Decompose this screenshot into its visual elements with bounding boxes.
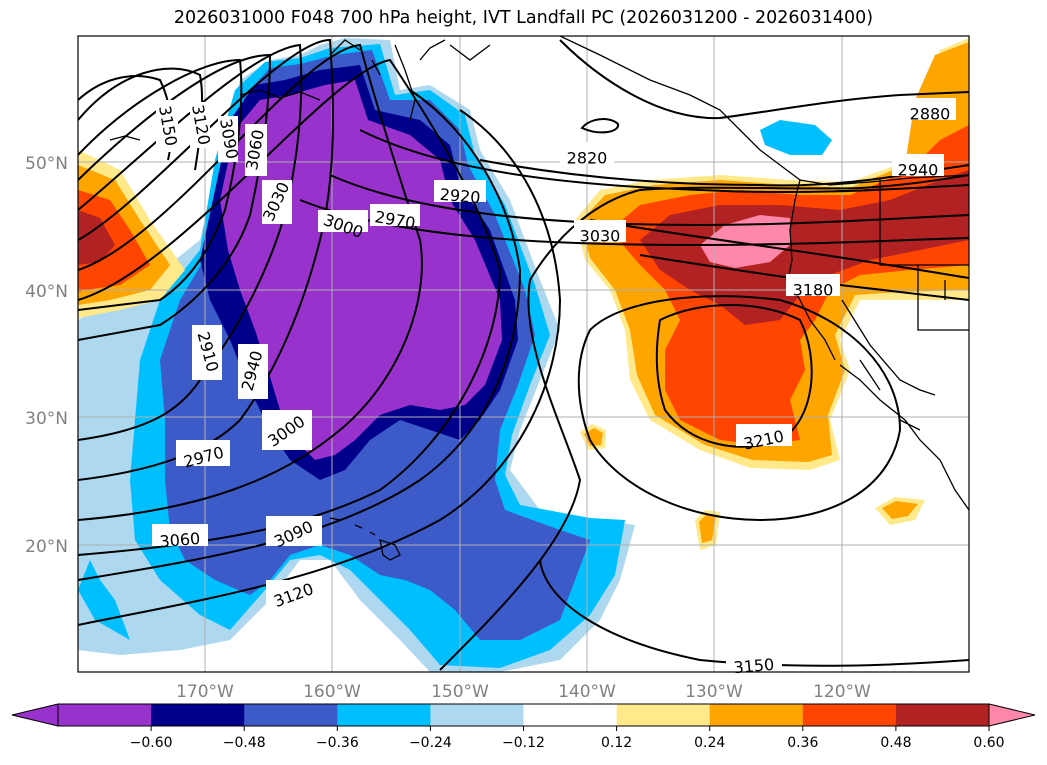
colorbar-tick-label: 0.60 bbox=[973, 735, 1004, 751]
colorbar-extend-min bbox=[11, 703, 59, 727]
colorbar-segment bbox=[709, 704, 804, 726]
coastlines bbox=[109, 36, 969, 561]
contour-label: 3180 bbox=[793, 281, 834, 300]
lat-tick: 50°N bbox=[25, 154, 68, 174]
lon-tick: 160°W bbox=[303, 682, 361, 702]
lat-tick: 40°N bbox=[25, 282, 68, 302]
lat-axis: 50°N 40°N 30°N 20°N bbox=[25, 154, 68, 557]
colorbar-tick-label: 0.48 bbox=[880, 735, 911, 751]
lon-axis: 170°W 160°W 150°W 140°W 130°W 120°W bbox=[176, 682, 871, 702]
colorbar-tick-label: −0.48 bbox=[223, 735, 266, 751]
contour-label: 3150 bbox=[733, 655, 775, 677]
ivt-negative-shading bbox=[78, 38, 635, 672]
lon-tick: 170°W bbox=[176, 682, 234, 702]
contour-label: 3030 bbox=[580, 227, 621, 246]
lon-tick: 120°W bbox=[813, 682, 871, 702]
lat-tick: 30°N bbox=[25, 409, 68, 429]
colorbar-segment bbox=[802, 704, 897, 726]
contour-label: 2920 bbox=[439, 185, 481, 207]
colorbar-tick-label: 0.12 bbox=[601, 735, 632, 751]
lon-tick: 130°W bbox=[685, 682, 743, 702]
colorbar-extend-max bbox=[988, 703, 1036, 727]
colorbar-segment bbox=[430, 704, 524, 726]
plot-area bbox=[78, 36, 969, 672]
plot-frame bbox=[77, 35, 970, 673]
colorbar-tick-label: −0.24 bbox=[409, 735, 452, 751]
colorbar-segment bbox=[895, 704, 990, 726]
map-title: 2026031000 F048 700 hPa height, IVT Land… bbox=[173, 8, 874, 28]
colorbar-tick-label: −0.36 bbox=[316, 735, 359, 751]
colorbar-tick-label: −0.60 bbox=[130, 735, 173, 751]
ivt-positive-shading bbox=[78, 38, 969, 550]
colorbar-segment bbox=[523, 704, 618, 726]
colorbar-segment bbox=[616, 704, 711, 726]
lon-tick: 150°W bbox=[431, 682, 489, 702]
colorbar-tick-label: 0.36 bbox=[787, 735, 818, 751]
contour-label-group bbox=[152, 98, 956, 672]
colorbar-tick-label: −0.12 bbox=[502, 735, 545, 751]
colorbar-segment bbox=[58, 704, 152, 726]
colorbar-segment bbox=[151, 704, 245, 726]
colorbar-segment bbox=[337, 704, 431, 726]
lat-tick: 20°N bbox=[25, 537, 68, 557]
contour-label: 2940 bbox=[898, 161, 939, 180]
contour-label: 2880 bbox=[910, 105, 951, 124]
contour-label: 3060 bbox=[159, 529, 201, 551]
lon-tick: 140°W bbox=[558, 682, 616, 702]
colorbar-tick-label: 0.24 bbox=[694, 735, 725, 751]
contour-label: 2820 bbox=[567, 149, 608, 168]
colorbar-segment bbox=[244, 704, 338, 726]
colorbar: −0.60 −0.48 −0.36 −0.24 −0.12 0.12 0.24 0.36 0.4… bbox=[11, 703, 1036, 751]
